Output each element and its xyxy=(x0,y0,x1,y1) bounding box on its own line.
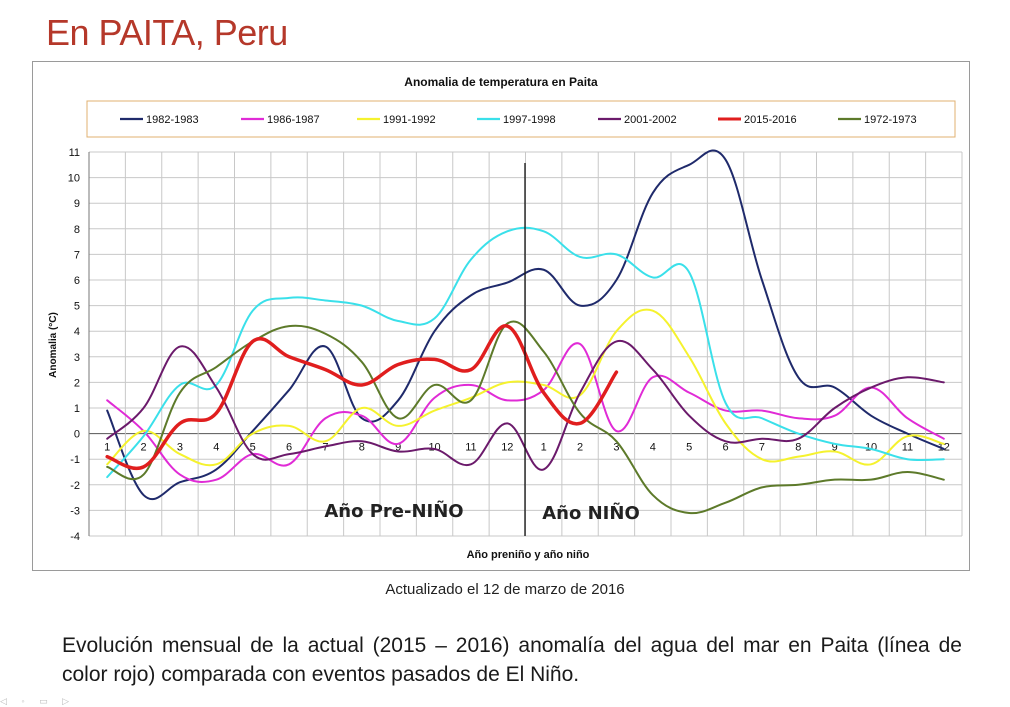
x-tick-label: 2 xyxy=(577,442,583,454)
x-tick-label: 1 xyxy=(541,442,547,454)
y-tick-label: 5 xyxy=(74,301,80,313)
chart-frame xyxy=(32,61,970,571)
y-tick-label: 9 xyxy=(74,198,80,210)
series-line-2015-2016 xyxy=(105,324,619,470)
y-tick-label: 11 xyxy=(69,147,80,159)
series-line-1997-1998 xyxy=(106,226,945,479)
legend: 1982-1983 1986-1987 1991-1992 1997-1998 2001… xyxy=(120,114,917,126)
y-tick-label: 2 xyxy=(74,377,80,389)
x-tick-label: 11 xyxy=(902,442,913,454)
legend-label: 1972-1973 xyxy=(864,114,917,126)
x-tick-label: 9 xyxy=(832,442,838,454)
y-axis-label: Anomalia (°C) xyxy=(48,312,59,378)
x-axis-label: Año preniño y año niño xyxy=(467,549,590,561)
chart-title: Anomalia de temperatura en Paita xyxy=(404,75,598,89)
y-tick-label: 1 xyxy=(74,403,80,415)
x-tick-label: 11 xyxy=(465,442,476,454)
x-tick-label: 4 xyxy=(650,442,656,454)
legend-label: 2001-2002 xyxy=(624,114,677,126)
slide-title: En PAITA, Peru xyxy=(46,12,288,53)
x-tick-label: 7 xyxy=(759,442,765,454)
y-tick-label: -2 xyxy=(70,480,80,492)
y-tick-label: 3 xyxy=(74,352,80,364)
legend-label: 2015-2016 xyxy=(744,114,797,126)
x-tick-label: 2 xyxy=(141,442,147,454)
legend-label: 1997-1998 xyxy=(503,114,556,126)
y-tick-label: 8 xyxy=(74,224,80,236)
x-tick-label: 7 xyxy=(322,442,328,454)
legend-label: 1982-1983 xyxy=(146,114,199,126)
x-tick-label: 3 xyxy=(613,442,619,454)
y-tick-label: 7 xyxy=(74,249,80,261)
description-text: Evolución mensual de la actual (2015 – 2… xyxy=(62,634,962,686)
x-tick-label: 5 xyxy=(686,442,692,454)
x-tick-label: 9 xyxy=(395,442,401,454)
x-tick-label: 12 xyxy=(938,442,950,454)
line-chart: Anomalia de temperatura en Paita 1982-19… xyxy=(48,75,963,561)
x-tick-label: 1 xyxy=(104,442,110,454)
updated-caption: Actualizado el 12 de marzo de 2016 xyxy=(385,581,625,598)
y-tick-label: -4 xyxy=(70,531,80,543)
x-tick-label: 4 xyxy=(213,442,219,454)
y-tick-label: 4 xyxy=(74,326,80,338)
y-tick-label: 0 xyxy=(74,429,80,441)
x-tick-label: 8 xyxy=(795,442,801,454)
y-tick-label: -3 xyxy=(70,505,80,517)
annotation-nino: Año NIÑO xyxy=(542,501,640,524)
series-line-1972-1973 xyxy=(106,320,945,515)
legend-label: 1986-1987 xyxy=(267,114,320,126)
annotation-pre-nino: Año Pre-NIÑO xyxy=(324,499,463,522)
legend-box xyxy=(86,100,956,138)
x-tick-label: 6 xyxy=(723,442,729,454)
x-tick-label: 8 xyxy=(359,442,365,454)
series-line-1991-1992 xyxy=(106,308,945,467)
y-tick-label: 10 xyxy=(68,173,80,185)
y-tick-label: -1 xyxy=(70,454,80,466)
x-tick-label: 5 xyxy=(250,442,256,454)
series-lines xyxy=(105,149,945,515)
slide-toolbar-icons: ◁ ◦ ▭ ▷ xyxy=(0,696,76,706)
series-line-2001-2002 xyxy=(106,339,945,471)
legend-label: 1991-1992 xyxy=(383,114,436,126)
y-tick-label: 6 xyxy=(74,275,80,287)
series-line-1982-1983 xyxy=(106,149,945,501)
x-tick-label: 12 xyxy=(501,442,513,454)
x-tick-label: 3 xyxy=(177,442,183,454)
x-tick-label: 6 xyxy=(286,442,292,454)
